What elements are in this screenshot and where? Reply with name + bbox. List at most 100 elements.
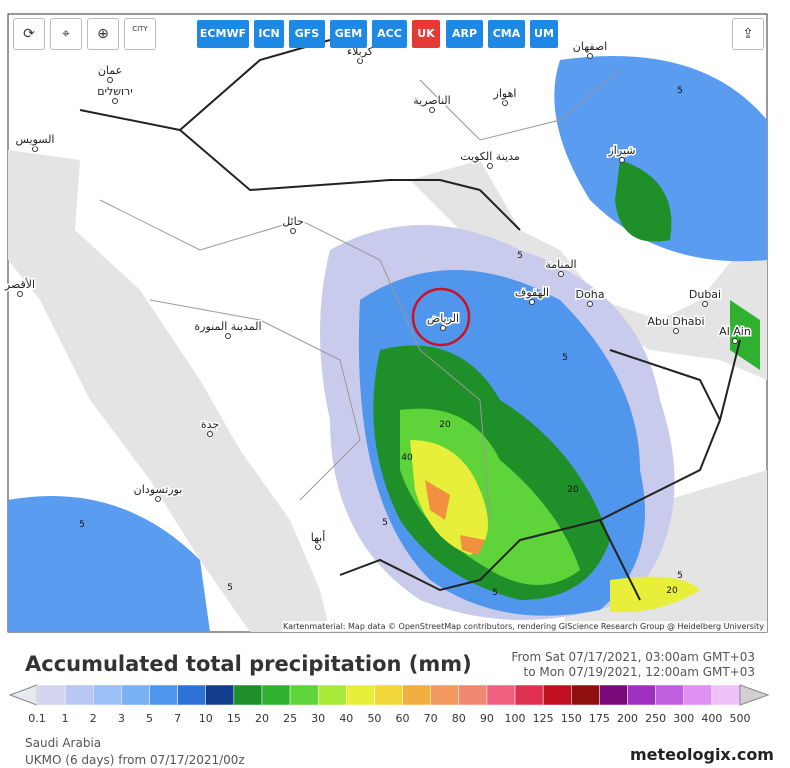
legend-swatch bbox=[317, 684, 347, 706]
legend-label: 10 bbox=[199, 712, 213, 724]
red-sea bbox=[8, 150, 330, 632]
city-label: الرياض bbox=[427, 312, 459, 325]
legend-swatch bbox=[36, 684, 66, 706]
legend-label: 50 bbox=[367, 712, 381, 724]
city-dot bbox=[587, 301, 593, 307]
city-label: ירושלים bbox=[97, 85, 132, 98]
share-button[interactable]: ⇪ bbox=[732, 18, 764, 50]
city-dot bbox=[529, 299, 535, 305]
city-label: اهواز bbox=[493, 87, 517, 100]
legend-swatch bbox=[374, 684, 403, 706]
legend-swatch bbox=[92, 684, 122, 706]
city-label: المدينة المنورة bbox=[194, 320, 261, 333]
legend-label: 3 bbox=[118, 712, 125, 724]
contour-label: 5 bbox=[517, 251, 523, 261]
city-label: السويس bbox=[16, 133, 55, 146]
legend-label: 7 bbox=[174, 712, 181, 724]
city-label: Dubai bbox=[689, 288, 721, 301]
run-info: UKMO (6 days) from 07/17/2021/00z bbox=[25, 753, 245, 767]
city-label: بورتسودان bbox=[134, 483, 183, 496]
range-from: From Sat 07/17/2021, 03:00am GMT+03 bbox=[511, 650, 755, 664]
precipitation bbox=[8, 56, 767, 632]
legend-arrow bbox=[739, 684, 770, 706]
legend-swatch bbox=[627, 684, 656, 706]
range-to: to Mon 07/19/2021, 12:00am GMT+03 bbox=[523, 665, 755, 679]
model-button[interactable]: ACC bbox=[372, 20, 407, 48]
city-dot bbox=[487, 163, 493, 169]
contour-label: 40 bbox=[401, 453, 413, 463]
legend-swatch bbox=[121, 684, 150, 706]
legend-swatch bbox=[177, 684, 206, 706]
city-dot bbox=[673, 328, 679, 334]
legend-swatch bbox=[514, 684, 544, 706]
city-label: اصفهان bbox=[573, 40, 607, 53]
city-label: Abu Dhabi bbox=[647, 315, 704, 328]
legend-label: 250 bbox=[645, 712, 666, 724]
city-dot bbox=[440, 325, 446, 331]
city-dot bbox=[502, 100, 508, 106]
contour-label: 5 bbox=[79, 520, 85, 530]
model-button[interactable]: UM bbox=[530, 20, 558, 48]
city-dot bbox=[290, 228, 296, 234]
model-button[interactable]: GFS bbox=[289, 20, 325, 48]
legend-swatch bbox=[542, 684, 572, 706]
city-button[interactable]: CITY bbox=[124, 18, 156, 50]
legend-label: 15 bbox=[227, 712, 241, 724]
contour-label: 5 bbox=[677, 86, 683, 96]
city-dot bbox=[732, 338, 738, 344]
contour-label: 5 bbox=[492, 588, 498, 598]
legend-label: 5 bbox=[146, 712, 153, 724]
legend-swatch bbox=[655, 684, 685, 706]
city-dot bbox=[155, 496, 161, 502]
legend-label: 40 bbox=[339, 712, 353, 724]
model-button[interactable]: ARP bbox=[446, 20, 483, 48]
persian-gulf bbox=[410, 160, 767, 380]
city-dot bbox=[429, 107, 435, 113]
city-dot bbox=[315, 544, 321, 550]
refresh-button[interactable]: ⟳ bbox=[13, 18, 45, 50]
legend-label: 200 bbox=[617, 712, 638, 724]
model-button[interactable]: GEM bbox=[330, 20, 367, 48]
city-label: أبها bbox=[311, 530, 326, 544]
model-button[interactable]: ICN bbox=[254, 20, 284, 48]
contour-label: 5 bbox=[562, 353, 568, 363]
contour-label: 20 bbox=[439, 420, 451, 430]
legend-label: 100 bbox=[505, 712, 526, 724]
legend-label: 30 bbox=[311, 712, 325, 724]
contour-label: 5 bbox=[677, 571, 683, 581]
city-label: Al Ain bbox=[719, 325, 751, 338]
legend-label: 400 bbox=[701, 712, 722, 724]
city-dot bbox=[702, 301, 708, 307]
legend-swatch bbox=[233, 684, 263, 706]
locate-button[interactable]: ⌖ bbox=[50, 18, 82, 50]
model-button[interactable]: UK bbox=[412, 20, 440, 48]
legend-label: 175 bbox=[589, 712, 610, 724]
legend-label: 80 bbox=[452, 712, 466, 724]
legend-label: 125 bbox=[533, 712, 554, 724]
city-label: جدة bbox=[201, 418, 219, 431]
city-dot bbox=[207, 431, 213, 437]
city-dot bbox=[619, 157, 625, 163]
legend-label: 70 bbox=[424, 712, 438, 724]
brand: meteologix.com bbox=[630, 745, 774, 764]
city-label: المنامة bbox=[545, 258, 576, 271]
legend-label: 25 bbox=[283, 712, 297, 724]
legend-swatch bbox=[458, 684, 488, 706]
title: Accumulated total precipitation (mm) bbox=[25, 652, 472, 676]
model-button[interactable]: CMA bbox=[488, 20, 525, 48]
legend-arrow bbox=[8, 684, 38, 706]
city-label: حائل bbox=[282, 215, 304, 228]
city-dot bbox=[357, 58, 363, 64]
model-button[interactable]: ECMWF bbox=[197, 20, 249, 48]
zoom-button[interactable]: ⊕ bbox=[87, 18, 119, 50]
city-label: الهفوف bbox=[515, 286, 549, 299]
legend-label: 90 bbox=[480, 712, 494, 724]
admin-borders bbox=[99, 69, 621, 521]
city-label: الأقصر bbox=[4, 277, 35, 291]
contour-label: 5 bbox=[382, 518, 388, 528]
legend: 0.1 1 2 3 5 7 10 15 20 25 30 40 50 60 70 80 90 100 125 150 1… bbox=[8, 684, 770, 724]
city-dot bbox=[32, 146, 38, 152]
attribution: Kartenmaterial: Map data © OpenStreetMap… bbox=[283, 622, 764, 631]
legend-label: 500 bbox=[730, 712, 751, 724]
